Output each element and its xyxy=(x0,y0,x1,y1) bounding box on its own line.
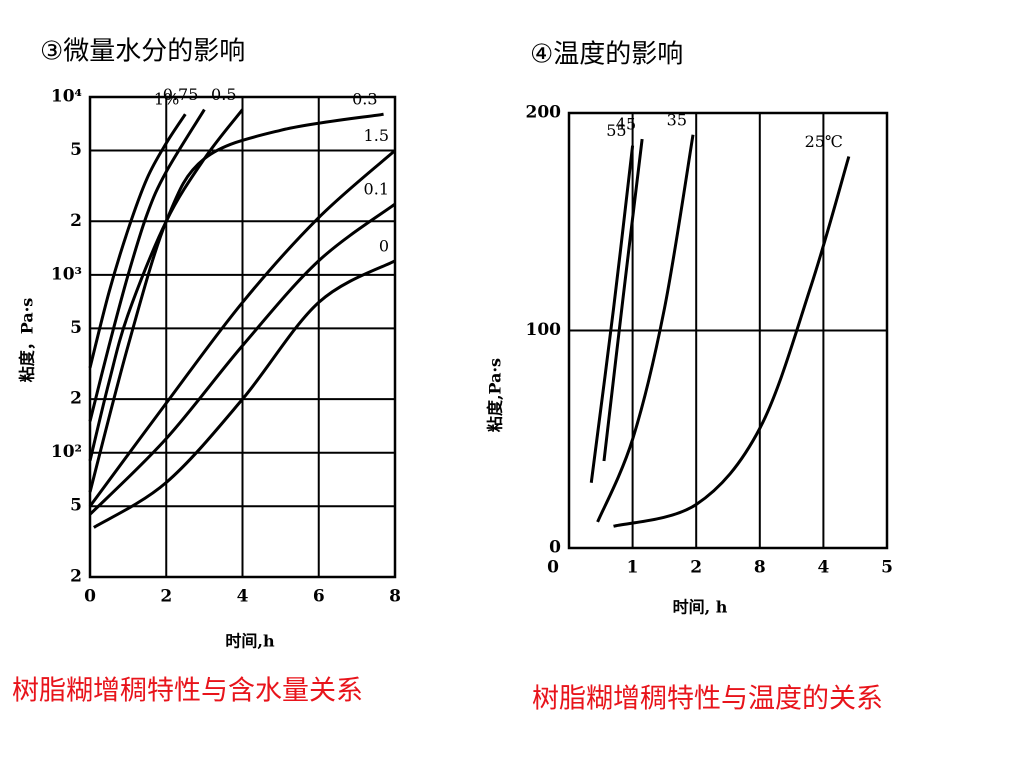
y-tick-label: 100 xyxy=(526,320,562,340)
x-tick-label: 4 xyxy=(817,558,829,578)
x-tick-label: 2 xyxy=(160,587,172,607)
x-tick-label: 2 xyxy=(690,558,702,578)
caption: 树脂糊增稠特性与含水量关系 xyxy=(12,676,363,707)
y-tick-label: 2 xyxy=(70,389,82,409)
x-tick-label: 6 xyxy=(313,587,325,607)
y-tick-label: 2 xyxy=(70,211,82,231)
x-tick-label: 8 xyxy=(389,587,401,607)
y-tick-label: 5 xyxy=(70,318,82,338)
curve-label: 0.75 xyxy=(163,85,199,104)
x-tick-label: 0 xyxy=(547,558,559,578)
y-tick-label: 10³ xyxy=(51,264,82,284)
curve-label: 45 xyxy=(616,115,636,134)
x-tick-label: 8 xyxy=(754,558,766,578)
x-axis-label: 时间, h xyxy=(673,598,728,617)
curve-label: 0.5 xyxy=(211,85,236,104)
y-axis-label: 粘度，Pa·s xyxy=(18,298,37,383)
x-tick-label: 4 xyxy=(237,587,249,607)
curve-label: 25℃ xyxy=(805,132,843,151)
caption: 树脂糊增稠特性与温度的关系 xyxy=(532,684,883,715)
curve-label: 0.1 xyxy=(364,180,389,199)
curve xyxy=(88,113,187,369)
curve-label: 1% xyxy=(154,90,179,109)
curve xyxy=(93,259,396,529)
y-tick-label: 0 xyxy=(549,538,561,558)
y-tick-label: 5 xyxy=(70,140,82,160)
curve xyxy=(602,138,644,462)
x-tick-label: 5 xyxy=(881,558,893,578)
curve xyxy=(88,202,396,516)
chart-title: ③微量水分的影响 xyxy=(40,37,245,67)
chart-title: ④温度的影响 xyxy=(530,40,683,70)
curve-label: 55 xyxy=(606,121,626,140)
y-tick-label: 200 xyxy=(526,103,562,123)
curve-label: 1.5 xyxy=(364,126,389,145)
y-tick-label: 10⁴ xyxy=(51,87,82,107)
x-tick-label: 1 xyxy=(627,558,639,578)
curve xyxy=(88,108,206,422)
curve-label: 35 xyxy=(667,110,687,129)
curve xyxy=(88,112,384,493)
curve-label: 0 xyxy=(379,236,389,255)
y-tick-label: 5 xyxy=(70,496,82,516)
x-axis-label: 时间,h xyxy=(225,632,275,651)
y-tick-label: 2 xyxy=(70,567,82,587)
x-tick-label: 0 xyxy=(84,587,96,607)
curve xyxy=(88,149,396,508)
curve xyxy=(613,156,851,528)
curve xyxy=(589,145,635,483)
y-tick-label: 10² xyxy=(51,442,82,462)
curve xyxy=(596,134,695,523)
curve-label: 0.3 xyxy=(352,90,377,109)
y-axis-label: 粘度,Pa·s xyxy=(486,358,505,432)
